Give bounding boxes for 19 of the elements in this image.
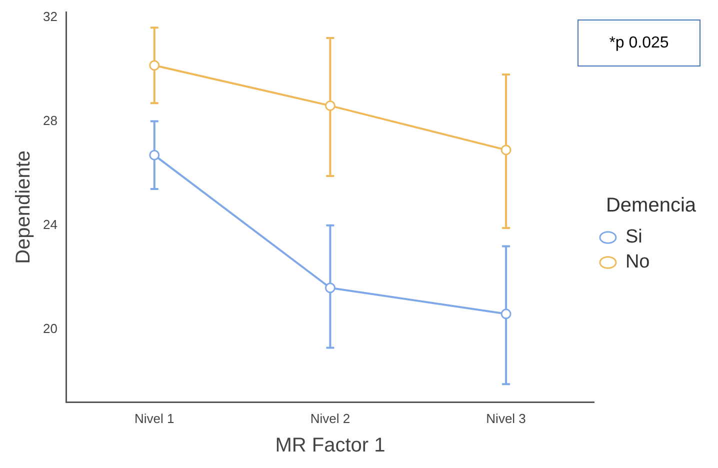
point (149, 60, 160, 71)
text: *p 0.025 (609, 34, 669, 52)
legend-label: No (625, 252, 650, 273)
y-tick-label: 28 (42, 112, 58, 128)
y-tick-label: 24 (42, 216, 58, 232)
x-tick-label: Nivel 1 (134, 410, 174, 426)
point (500, 144, 512, 156)
legend-title: Demencia (606, 194, 697, 217)
point (500, 308, 512, 320)
point (324, 100, 336, 111)
point (149, 150, 160, 160)
x-tick-label: Nivel 3 (486, 410, 526, 426)
y-tick-label: 32 (42, 8, 58, 24)
x-tick-label: Nivel 2 (310, 410, 350, 426)
y-tick-label: 20 (42, 321, 58, 336)
point (324, 282, 336, 294)
y-axis-title: Dependiente (12, 150, 35, 264)
legend-label: Si (625, 226, 642, 248)
x-axis-title: MR Factor 1 (275, 434, 386, 457)
